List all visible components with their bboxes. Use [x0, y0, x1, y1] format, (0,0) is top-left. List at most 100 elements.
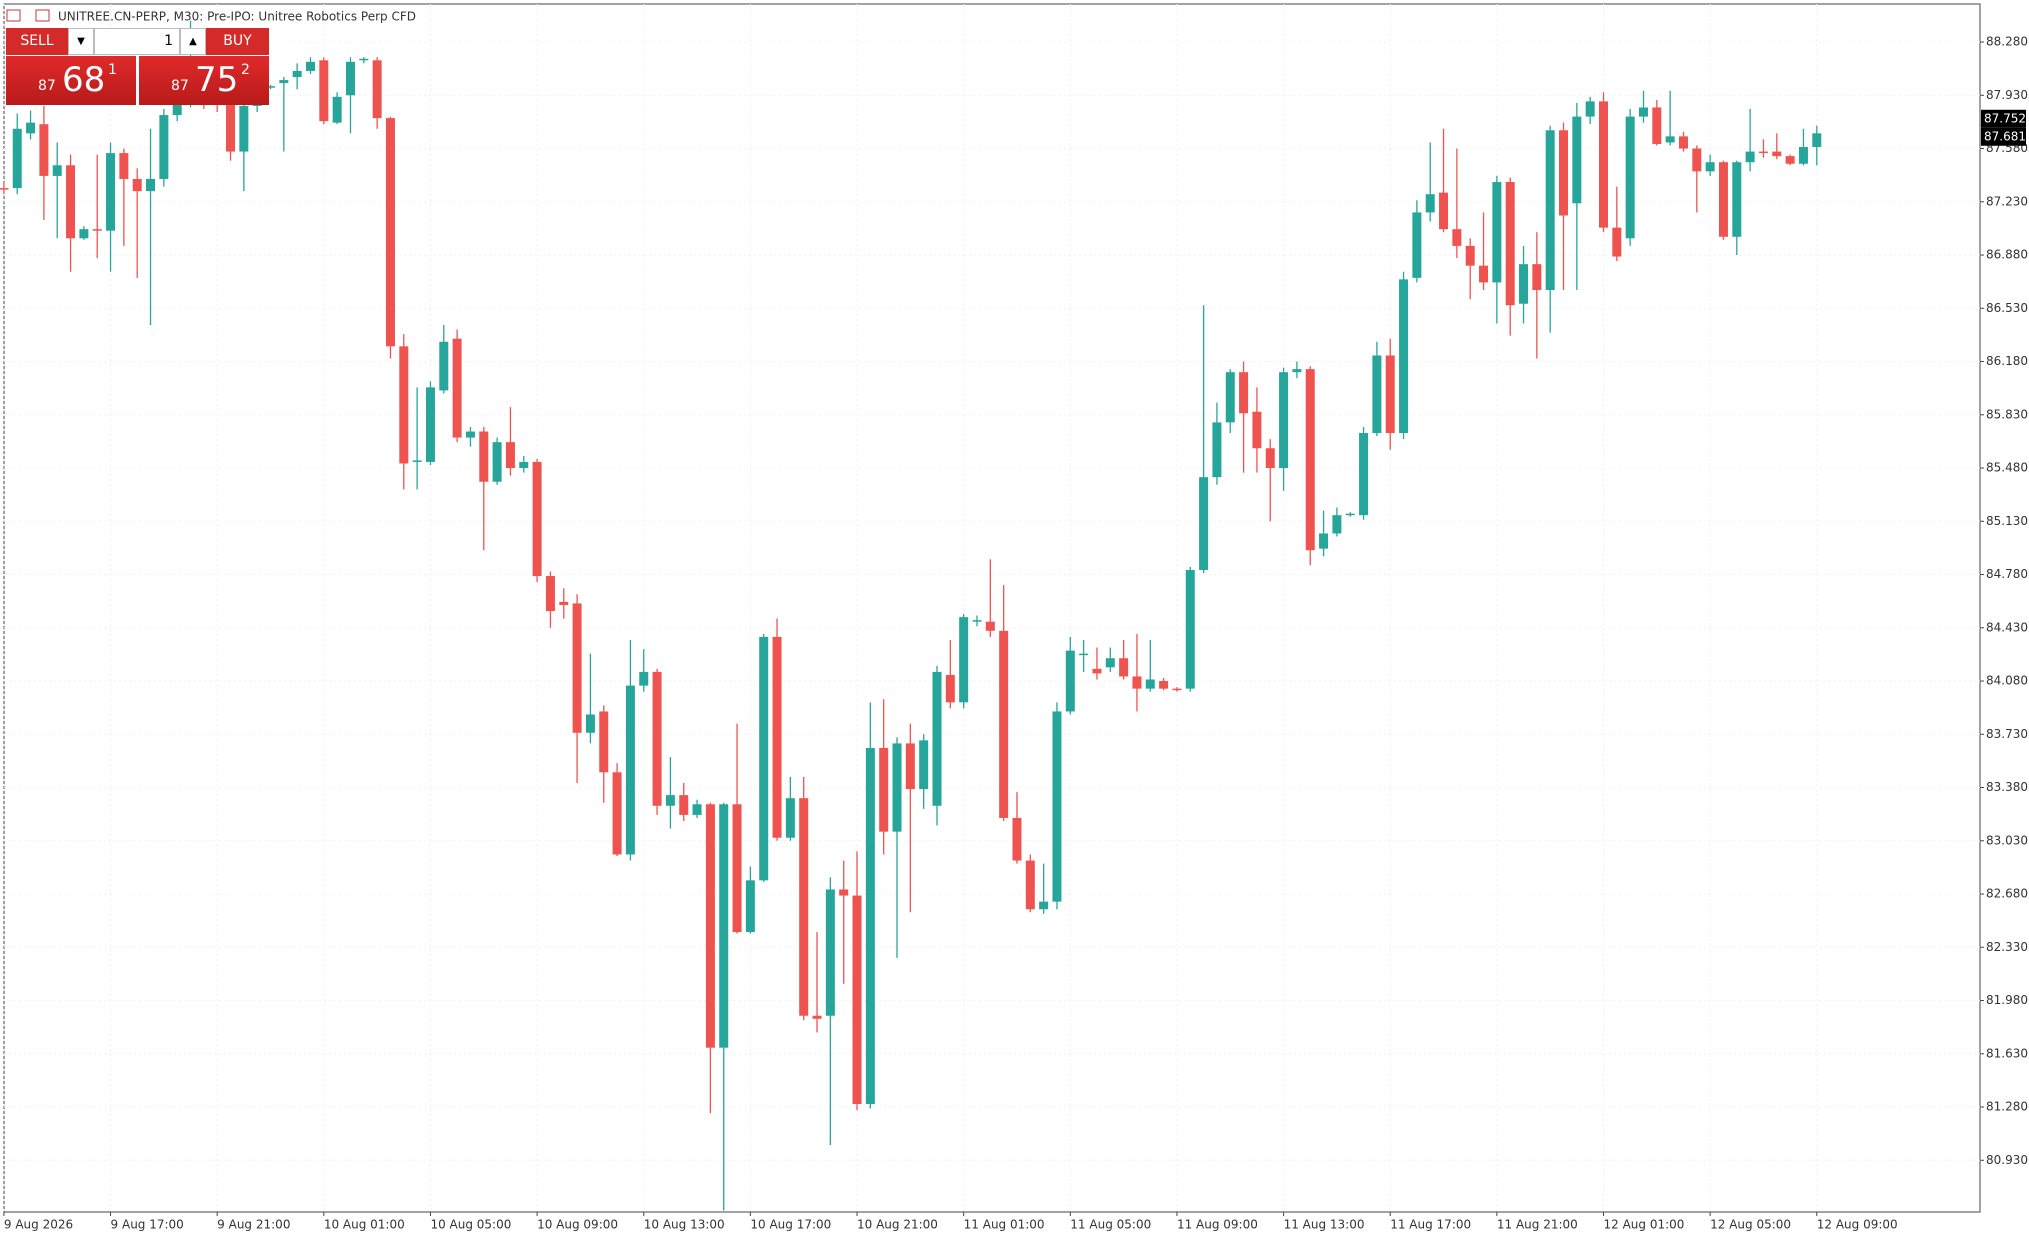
- y-tick-label: 84.080: [1986, 674, 2028, 688]
- x-tick-label: 9 Aug 2026: [4, 1218, 73, 1232]
- candle-body: [172, 102, 182, 116]
- candle-body: [1545, 130, 1555, 291]
- plot-frame: [3, 3, 1981, 1213]
- candle-body: [599, 711, 609, 773]
- buy-button[interactable]: BUY: [206, 28, 269, 55]
- x-tick-label: 11 Aug 09:00: [1177, 1218, 1258, 1232]
- candle-body: [1012, 817, 1022, 861]
- x-tick-label: 10 Aug 21:00: [857, 1218, 938, 1232]
- candle-body: [812, 1015, 822, 1019]
- x-tick-label: 11 Aug 21:00: [1497, 1218, 1578, 1232]
- candle-body: [985, 621, 995, 631]
- candle-body: [372, 60, 382, 119]
- chart-icon[interactable]: [35, 9, 50, 22]
- y-tick-label: 86.880: [1986, 248, 2028, 262]
- candle-body: [1119, 658, 1129, 677]
- candle-body: [1332, 515, 1342, 534]
- candle-body: [879, 747, 889, 832]
- candle-body: [839, 889, 849, 896]
- candle-body: [1718, 162, 1728, 237]
- candle-body: [1785, 156, 1795, 164]
- candle-body: [1159, 681, 1169, 689]
- candle-body: [1092, 668, 1102, 674]
- candle-body: [1652, 107, 1662, 144]
- ask-label-bg: [1981, 109, 2026, 128]
- candle-body: [732, 804, 742, 933]
- bid-label-bg: [1981, 127, 2026, 146]
- candle-body: [1732, 162, 1742, 237]
- x-tick-label: 9 Aug 17:00: [111, 1218, 184, 1232]
- candle-body: [1479, 265, 1489, 283]
- bid-main: 68: [62, 60, 106, 100]
- candle-body: [559, 601, 569, 605]
- y-tick-label: 85.480: [1986, 461, 2028, 475]
- x-tick-label: 12 Aug 09:00: [1817, 1218, 1898, 1232]
- candle-body: [345, 61, 355, 96]
- candle-body: [1039, 901, 1049, 910]
- candle-body: [439, 341, 449, 391]
- candle-body: [959, 617, 969, 703]
- x-tick-label: 11 Aug 05:00: [1070, 1218, 1151, 1232]
- menu-icon[interactable]: [6, 9, 21, 22]
- candle-body: [972, 620, 982, 622]
- y-tick-label: 83.730: [1986, 727, 2028, 741]
- candle-body: [1252, 411, 1262, 449]
- volume-down[interactable]: ▼: [68, 28, 94, 55]
- candle-body: [1425, 194, 1435, 213]
- x-tick-label: 9 Aug 21:00: [217, 1218, 290, 1232]
- candle-body: [532, 461, 542, 577]
- candle-body: [146, 178, 156, 192]
- candle-body: [1025, 860, 1035, 910]
- candle-body: [585, 714, 595, 733]
- x-tick-label: 10 Aug 13:00: [644, 1218, 725, 1232]
- chart-title: UNITREE.CN-PERP, M30: Pre-IPO: Unitree R…: [58, 10, 416, 24]
- candle-body: [652, 671, 662, 806]
- candle-body: [1439, 192, 1449, 230]
- candle-body: [1345, 513, 1355, 516]
- trade-panel: SELL ▼ 1 ▲ BUY 87 68 1 87 75 2: [6, 28, 269, 105]
- candle-body: [1132, 676, 1142, 689]
- volume-input[interactable]: 1: [94, 28, 180, 55]
- volume-up[interactable]: ▲: [180, 28, 206, 55]
- candle-body: [1758, 151, 1768, 154]
- y-tick-label: 88.280: [1986, 35, 2028, 49]
- candle-body: [665, 795, 675, 806]
- candle-body: [425, 387, 435, 462]
- candle-body: [0, 188, 9, 190]
- candle-body: [1692, 148, 1702, 172]
- candle-body: [1412, 212, 1422, 278]
- candle-body: [545, 576, 555, 612]
- candle-body: [452, 338, 462, 438]
- candle-body: [399, 346, 409, 464]
- candle-body: [319, 60, 329, 122]
- sell-button[interactable]: SELL: [6, 28, 68, 55]
- candle-body: [905, 743, 915, 790]
- candle-body: [692, 804, 702, 815]
- x-tick-label: 10 Aug 17:00: [750, 1218, 831, 1232]
- y-tick-label: 85.130: [1986, 514, 2028, 528]
- candle-body: [999, 630, 1009, 818]
- y-tick-label: 81.630: [1986, 1046, 2028, 1060]
- x-tick-label: 12 Aug 01:00: [1604, 1218, 1685, 1232]
- candle-body: [279, 80, 289, 84]
- candle-body: [519, 461, 529, 469]
- candle-body: [865, 747, 875, 1104]
- candle-body: [1279, 372, 1289, 469]
- candle-body: [106, 153, 116, 231]
- candle-body: [612, 772, 622, 855]
- y-tick-label: 86.530: [1986, 301, 2028, 315]
- candle-body: [159, 115, 169, 179]
- candle-body: [1665, 136, 1675, 143]
- candle-body: [79, 229, 89, 239]
- candle-body: [239, 105, 249, 152]
- candle-body: [1612, 227, 1622, 257]
- candle-body: [1678, 136, 1688, 149]
- ask-price[interactable]: 87 75 2: [139, 56, 269, 105]
- bid-small: 1: [108, 62, 117, 78]
- candle-body: [572, 603, 582, 733]
- candle-body: [465, 431, 475, 438]
- candle-body: [359, 58, 369, 61]
- candle-body: [1212, 422, 1222, 478]
- candle-body: [799, 798, 809, 1016]
- bid-price[interactable]: 87 68 1: [6, 56, 136, 105]
